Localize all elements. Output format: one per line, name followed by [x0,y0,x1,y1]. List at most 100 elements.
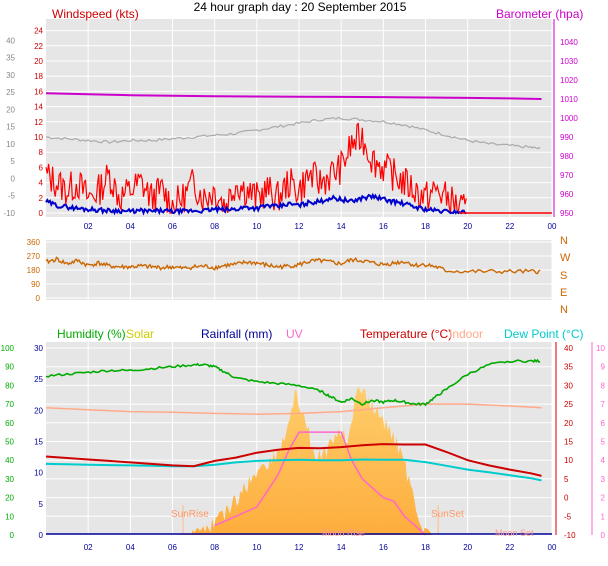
humidity-line [45,358,541,407]
compass-tick-label: S [560,270,567,282]
windspeed-tick-label: 24 [34,27,43,36]
barometer-tick-label: 960 [560,190,574,199]
compass-tick-label: N [560,235,568,247]
temperature-tick-label: 40 [564,344,573,353]
barometer-tick-label: 1040 [560,38,578,47]
wind-gust-line [45,122,467,214]
barometer-tick-label: 1020 [560,76,578,85]
wind-average-line [45,192,467,216]
barometer-label: Barometer (hpa) [496,7,583,21]
x-tick-label: 14 [337,222,346,231]
uv-tick-label: 6 [601,419,606,428]
outdoor-temp-gray-line [46,116,541,150]
x-tick-label: 16 [379,543,388,552]
windspeed-tick-label: 16 [34,87,43,96]
windspeed-tick-label: 14 [34,103,43,112]
barometer-tick-label: 970 [560,171,574,180]
windspeed-label: Windspeed (kts) [52,7,139,21]
sunset-label: SunSet [431,509,464,520]
rainfall-label: Rainfall (mm) [201,327,272,341]
dewpoint-line [45,458,542,482]
wind-direction-line [45,256,541,275]
temperature-line [45,443,542,477]
uv-tick-label: 0 [601,531,606,540]
x-tick-label: 10 [252,543,261,552]
moonset-label: Moon Set [495,528,534,538]
uv-line [214,431,427,536]
rainfall-tick-label: 0 [39,531,44,540]
temperature-outer-tick-label: -5 [8,192,16,201]
sunrise-label: SunRise [171,509,209,520]
solar-label: Solar [126,327,154,341]
barometer-tick-label: 1010 [560,95,578,104]
uv-tick-label: 9 [601,363,606,372]
temperature-tick-label: -5 [564,512,572,521]
rainfall-tick-label: 30 [34,344,43,353]
rainfall-tick-label: 20 [34,406,43,415]
direction-tick-label: 360 [27,238,41,247]
compass-tick-label: N [560,304,568,316]
x-tick-label: 00 [548,222,557,231]
humidity-tick-label: 90 [5,363,14,372]
temperature-tick-label: 25 [564,400,573,409]
x-tick-label: 18 [421,543,430,552]
windspeed-tick-label: 18 [34,72,43,81]
temperature-outer-tick-label: 25 [6,88,15,97]
x-tick-label: 08 [210,222,219,231]
x-tick-label: 10 [252,222,261,231]
uv-tick-label: 8 [601,381,606,390]
compass-tick-label: E [560,287,567,299]
temperature-outer-tick-label: 15 [6,123,15,132]
temperature-tick-label: 0 [564,494,569,503]
humidity-tick-label: 80 [5,381,14,390]
barometer-tick-label: 950 [560,209,574,218]
windspeed-tick-label: 10 [34,133,43,142]
temperature-tick-label: 15 [564,438,573,447]
rainfall-tick-label: 10 [34,469,43,478]
x-tick-label: 04 [126,222,135,231]
windspeed-tick-label: 6 [39,163,44,172]
x-tick-label: 02 [84,222,93,231]
x-tick-label: 20 [463,543,472,552]
chart-title: 24 hour graph day : 20 September 2015 [194,0,407,14]
temperature-tick-label: 35 [564,363,573,372]
windspeed-tick-label: 4 [39,179,44,188]
temperature-tick-label: 30 [564,381,573,390]
uv-tick-label: 4 [601,456,606,465]
barometer-tick-label: 980 [560,152,574,161]
temperature-tick-label: -10 [564,531,576,540]
indoor-temp-line [45,403,542,415]
temperature-outer-tick-label: -10 [3,209,15,218]
windspeed-tick-label: 2 [39,194,44,203]
temperature-label: Temperature (°C) [360,327,452,341]
temperature-tick-label: 5 [564,475,569,484]
temperature-tick-label: 10 [564,456,573,465]
dewpoint-label: Dew Point (°C) [504,327,583,341]
uv-tick-label: 10 [596,344,605,353]
temperature-outer-tick-label: 35 [6,54,15,63]
x-tick-label: 22 [505,543,514,552]
x-tick-label: 12 [295,543,304,552]
direction-tick-label: 270 [27,252,41,261]
windspeed-tick-label: 12 [34,118,43,127]
x-tick-label: 08 [210,543,219,552]
direction-tick-label: 0 [36,294,41,303]
x-tick-label: 02 [84,543,93,552]
humidity-tick-label: 50 [5,438,14,447]
x-tick-label: 04 [126,543,135,552]
x-tick-label: 12 [295,222,304,231]
temperature-tick-label: 20 [564,419,573,428]
uv-tick-label: 1 [601,512,606,521]
uv-tick-label: 3 [601,475,606,484]
x-tick-label: 06 [168,222,177,231]
humidity-tick-label: 70 [5,400,14,409]
direction-tick-label: 90 [31,280,40,289]
humidity-label: Humidity (%) [57,327,126,341]
x-tick-label: 06 [168,543,177,552]
rainfall-tick-label: 15 [34,438,43,447]
humidity-tick-label: 10 [5,512,14,521]
humidity-tick-label: 30 [5,475,14,484]
rainfall-tick-label: 25 [34,375,43,384]
